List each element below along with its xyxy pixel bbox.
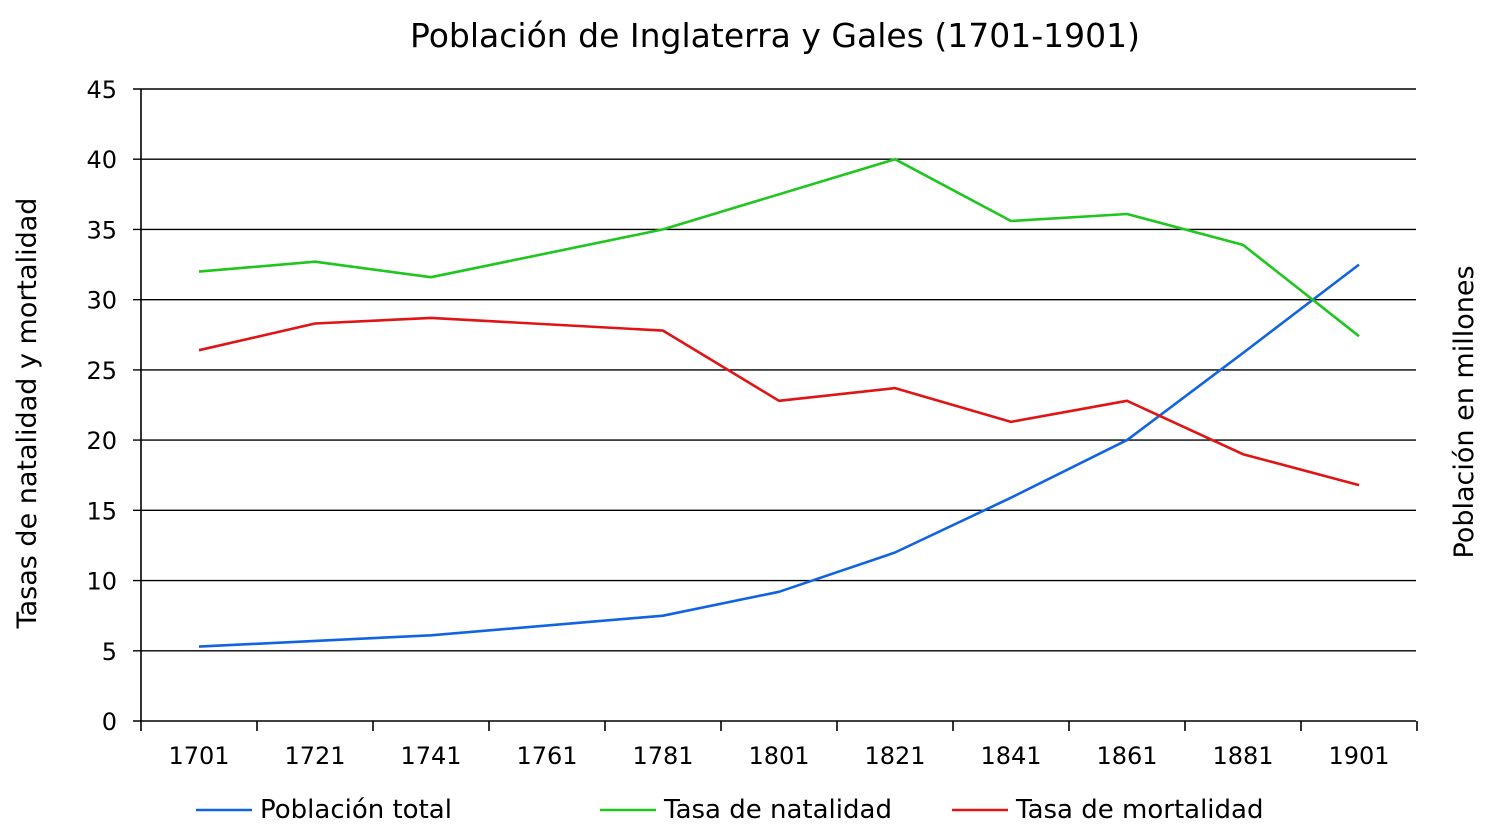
legend-label: Población total [260, 795, 452, 825]
x-tick-label: 1741 [400, 742, 461, 770]
chart-title: Población de Inglaterra y Gales (1701-19… [410, 16, 1140, 55]
y-tick-label: 25 [86, 357, 117, 385]
x-tick-label: 1761 [516, 742, 577, 770]
y-tick-label: 0 [102, 708, 117, 736]
x-tick-label: 1821 [864, 742, 925, 770]
y-tick-label: 10 [86, 568, 117, 596]
y-tick-label: 20 [86, 427, 117, 455]
x-tick-label: 1881 [1212, 742, 1273, 770]
series-line [198, 157, 1360, 338]
y-tick-label: 40 [86, 146, 117, 174]
y-tick-label: 30 [86, 287, 117, 315]
y-tick-label: 45 [86, 76, 117, 104]
y-tick-labels: 0 5 10 15 20 25 30 35 40 45 [86, 76, 117, 736]
series-line [198, 263, 1360, 648]
legend-label: Tasa de natalidad [663, 795, 892, 825]
y-tick-label: 5 [102, 638, 117, 666]
series-line [198, 316, 1360, 487]
legend: Población total Tasa de natalidad Tasa de … [196, 795, 1263, 825]
x-tick-label: 1781 [632, 742, 693, 770]
axes [133, 89, 1418, 731]
x-tick-label: 1901 [1328, 742, 1389, 770]
x-tick-label: 1801 [748, 742, 809, 770]
series-lines [198, 157, 1360, 648]
x-tick-label: 1861 [1096, 742, 1157, 770]
y-axis-label-right: Población en millones [1449, 265, 1480, 558]
x-tick-label: 1721 [284, 742, 345, 770]
legend-label: Tasa de mortalidad [1015, 795, 1263, 825]
y-tick-label: 15 [86, 497, 117, 525]
y-axis-label-left: Tasas de natalidad y mortalidad [12, 198, 43, 630]
gridlines [133, 88, 1416, 652]
y-tick-label: 35 [86, 216, 117, 244]
x-tick-label: 1841 [980, 742, 1041, 770]
x-tick-labels: 1701 1721 1741 1761 1781 1801 1821 1841 1861 1881… [168, 742, 1389, 770]
x-tick-label: 1701 [168, 742, 229, 770]
